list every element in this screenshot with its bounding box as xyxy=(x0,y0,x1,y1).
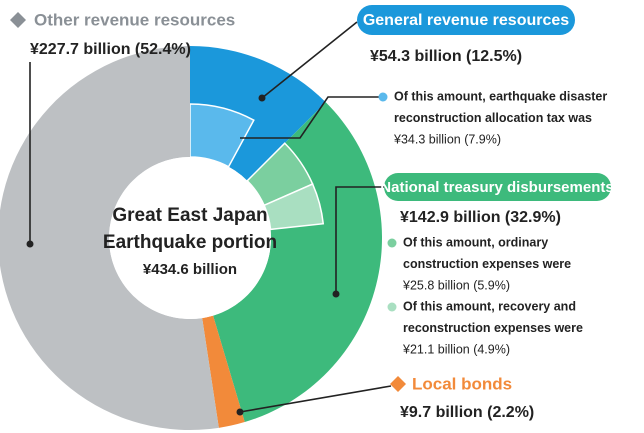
leader-dot xyxy=(26,240,34,248)
breakdown-note: reconstruction allocation tax was xyxy=(394,111,592,125)
label-diamond xyxy=(10,12,26,28)
breakdown-note: Of this amount, recovery and xyxy=(403,299,576,313)
leader-dot xyxy=(236,408,244,416)
center-label: Earthquake portion xyxy=(103,232,277,253)
breakdown-note: reconstruction expenses were xyxy=(403,321,583,335)
category-label: Other revenue resources xyxy=(34,10,235,29)
breakdown-value: ¥34.3 billion (7.9%) xyxy=(393,132,501,146)
leader-line xyxy=(261,21,358,99)
category-label: General revenue resources xyxy=(363,12,569,29)
leader-dot xyxy=(258,94,266,102)
leader-dot xyxy=(332,290,340,298)
value-label: ¥227.7 billion (52.4%) xyxy=(30,41,191,58)
label-pill xyxy=(357,5,575,35)
breakdown-note: construction expenses were xyxy=(403,257,571,271)
donut-segment xyxy=(202,315,245,428)
leader-line xyxy=(240,96,383,139)
donut-segment xyxy=(0,46,219,430)
breakdown-note: Of this amount, earthquake disaster xyxy=(394,89,607,103)
center-value: ¥434.6 billion xyxy=(143,261,237,278)
category-label: National treasury disbursements xyxy=(380,179,613,196)
value-label: ¥54.3 billion (12.5%) xyxy=(370,48,522,65)
breakdown-value: ¥21.1 billion (4.9%) xyxy=(402,342,510,356)
breakdown-dot xyxy=(378,92,388,102)
label-pill xyxy=(384,173,611,201)
breakdown-dot xyxy=(387,238,397,248)
donut-hole xyxy=(109,157,271,319)
breakdown-note: Of this amount, ordinary xyxy=(403,235,548,249)
leader-line xyxy=(239,385,392,413)
value-label: ¥142.9 billion (32.9%) xyxy=(400,209,561,226)
breakdown-dot xyxy=(387,302,397,312)
label-diamond xyxy=(390,376,406,392)
breakdown-value: ¥25.8 billion (5.9%) xyxy=(402,278,510,292)
category-label: Local bonds xyxy=(412,374,512,393)
value-label: ¥9.7 billion (2.2%) xyxy=(400,404,534,421)
leader-line xyxy=(335,186,384,294)
donut xyxy=(0,46,383,430)
center-label: Great East Japan xyxy=(112,205,267,226)
